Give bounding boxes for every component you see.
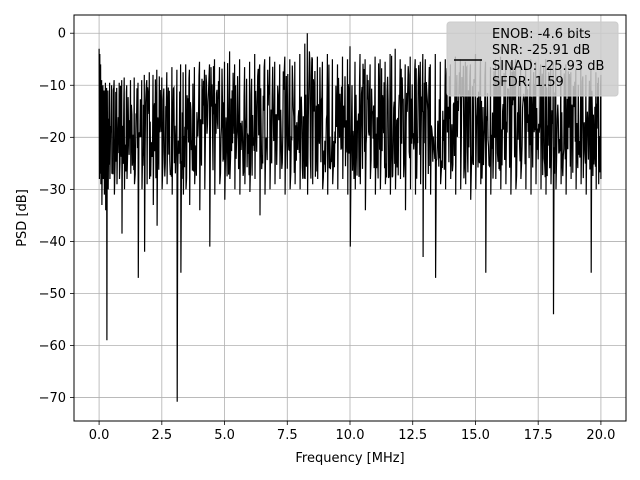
y-tick-label: −50 bbox=[39, 287, 66, 302]
y-tick-label: −30 bbox=[39, 183, 66, 198]
x-tick-label: 0.0 bbox=[89, 428, 110, 443]
x-tick-label: 5.0 bbox=[214, 428, 235, 443]
psd-series bbox=[98, 33, 602, 402]
y-tick-label: 0 bbox=[58, 27, 66, 42]
legend-sinad: SINAD: -25.93 dB bbox=[492, 59, 604, 74]
legend: ENOB: -4.6 bits SNR: -25.91 dB SINAD: -2… bbox=[446, 21, 619, 97]
y-tick-label: −10 bbox=[39, 79, 66, 94]
x-tick-label: 17.5 bbox=[524, 428, 553, 443]
x-tick-label: 12.5 bbox=[398, 428, 427, 443]
legend-enob: ENOB: -4.6 bits bbox=[492, 27, 591, 42]
x-tick-label: 15.0 bbox=[461, 428, 490, 443]
legend-sfdr: SFDR: 1.59 bbox=[492, 75, 564, 90]
x-tick-label: 10.0 bbox=[336, 428, 365, 443]
x-tick-label: 7.5 bbox=[277, 428, 298, 443]
y-tick-label: −60 bbox=[39, 339, 66, 354]
legend-snr: SNR: -25.91 dB bbox=[492, 43, 590, 58]
x-axis-label: Frequency [MHz] bbox=[295, 451, 404, 466]
y-tick-label: −20 bbox=[39, 131, 66, 146]
legend-box bbox=[446, 21, 619, 97]
axis-ticks: 0.0 2.5 5.0 7.5 10.0 12.5 15.0 17.5 20.0 0 −10 −20 −… bbox=[39, 27, 616, 443]
x-tick-label: 20.0 bbox=[586, 428, 615, 443]
x-tick-label: 2.5 bbox=[151, 428, 172, 443]
y-tick-label: −40 bbox=[39, 235, 66, 250]
y-tick-label: −70 bbox=[39, 391, 66, 406]
y-axis-label: PSD [dB] bbox=[15, 189, 30, 247]
psd-line bbox=[98, 33, 602, 402]
